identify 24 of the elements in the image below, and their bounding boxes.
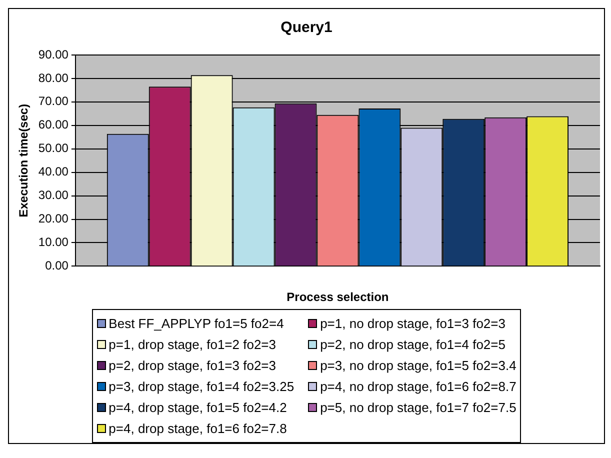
legend-label: p=1, drop stage, fo1=2 fo2=3: [108, 337, 276, 352]
y-tick-label: 70.00: [38, 94, 69, 108]
legend-label: p=4, no drop stage, fo1=6 fo2=8.7: [320, 379, 516, 394]
legend-label: Best FF_APPLYP fo1=5 fo2=4: [108, 316, 284, 331]
y-tick-label: 30.00: [38, 188, 69, 202]
legend-label: p=5, no drop stage, fo1=7 fo2=7.5: [320, 400, 516, 415]
y-tick-label: 20.00: [38, 212, 69, 226]
legend-label: p=3, no drop stage, fo1=5 fo2=3.4: [320, 358, 516, 373]
legend-label: p=4, drop stage, fo1=5 fo2=4.2: [108, 400, 287, 415]
y-axis-title: Execution time(sec): [16, 104, 31, 218]
legend-label: p=4, drop stage, fo1=6 fo2=7.8: [108, 421, 287, 436]
chart-title: Query1: [280, 19, 332, 36]
y-tick-label: 10.00: [38, 235, 69, 250]
legend-label: p=2, no drop stage, fo1=4 fo2=5: [320, 337, 506, 352]
y-tick-label: 60.00: [38, 118, 69, 132]
x-axis-title: Process selection: [286, 290, 389, 304]
legend-label: p=1, no drop stage, fo1=3 fo2=3: [320, 316, 506, 331]
y-tick-label: 90.00: [38, 47, 69, 62]
legend-label: p=3, drop stage, fo1=4 fo2=3.25: [108, 379, 294, 394]
y-tick-label: 0.00: [45, 258, 69, 273]
y-tick-label: 80.00: [38, 70, 69, 85]
y-tick-label: 50.00: [38, 141, 69, 156]
legend-label: p=2, drop stage, fo1=3 fo2=3: [108, 358, 276, 373]
y-tick-label: 40.00: [38, 164, 69, 179]
